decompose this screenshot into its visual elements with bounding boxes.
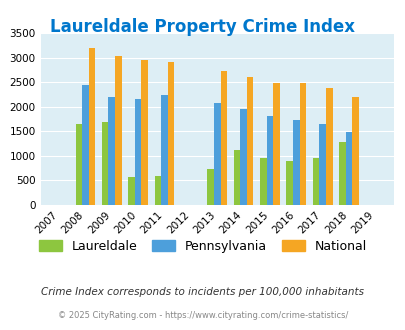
Bar [75,124,82,205]
Bar [273,82,279,205]
Text: Laureldale Property Crime Index: Laureldale Property Crime Index [50,18,355,36]
Bar [240,110,246,205]
Bar [220,71,226,205]
Text: Crime Index corresponds to incidents per 100,000 inhabitants: Crime Index corresponds to incidents per… [41,287,364,297]
Bar [88,48,95,205]
Bar [345,132,352,205]
Bar [233,150,240,205]
Bar [319,124,325,205]
Bar [338,142,345,205]
Bar [260,157,266,205]
Bar [312,157,319,205]
Legend: Laureldale, Pennsylvania, National: Laureldale, Pennsylvania, National [34,235,371,258]
Bar [299,83,305,205]
Bar [134,99,141,205]
Bar [154,176,161,205]
Text: © 2025 CityRating.com - https://www.cityrating.com/crime-statistics/: © 2025 CityRating.com - https://www.city… [58,311,347,320]
Bar [115,56,122,205]
Bar [141,60,148,205]
Bar [108,97,115,205]
Bar [292,120,299,205]
Bar [102,122,108,205]
Bar [325,88,332,205]
Bar [128,177,134,205]
Bar [352,97,358,205]
Bar [213,103,220,205]
Bar [161,95,167,205]
Bar [266,116,273,205]
Bar [167,62,174,205]
Bar [82,85,88,205]
Bar [286,161,292,205]
Bar [246,77,253,205]
Bar [207,169,213,205]
